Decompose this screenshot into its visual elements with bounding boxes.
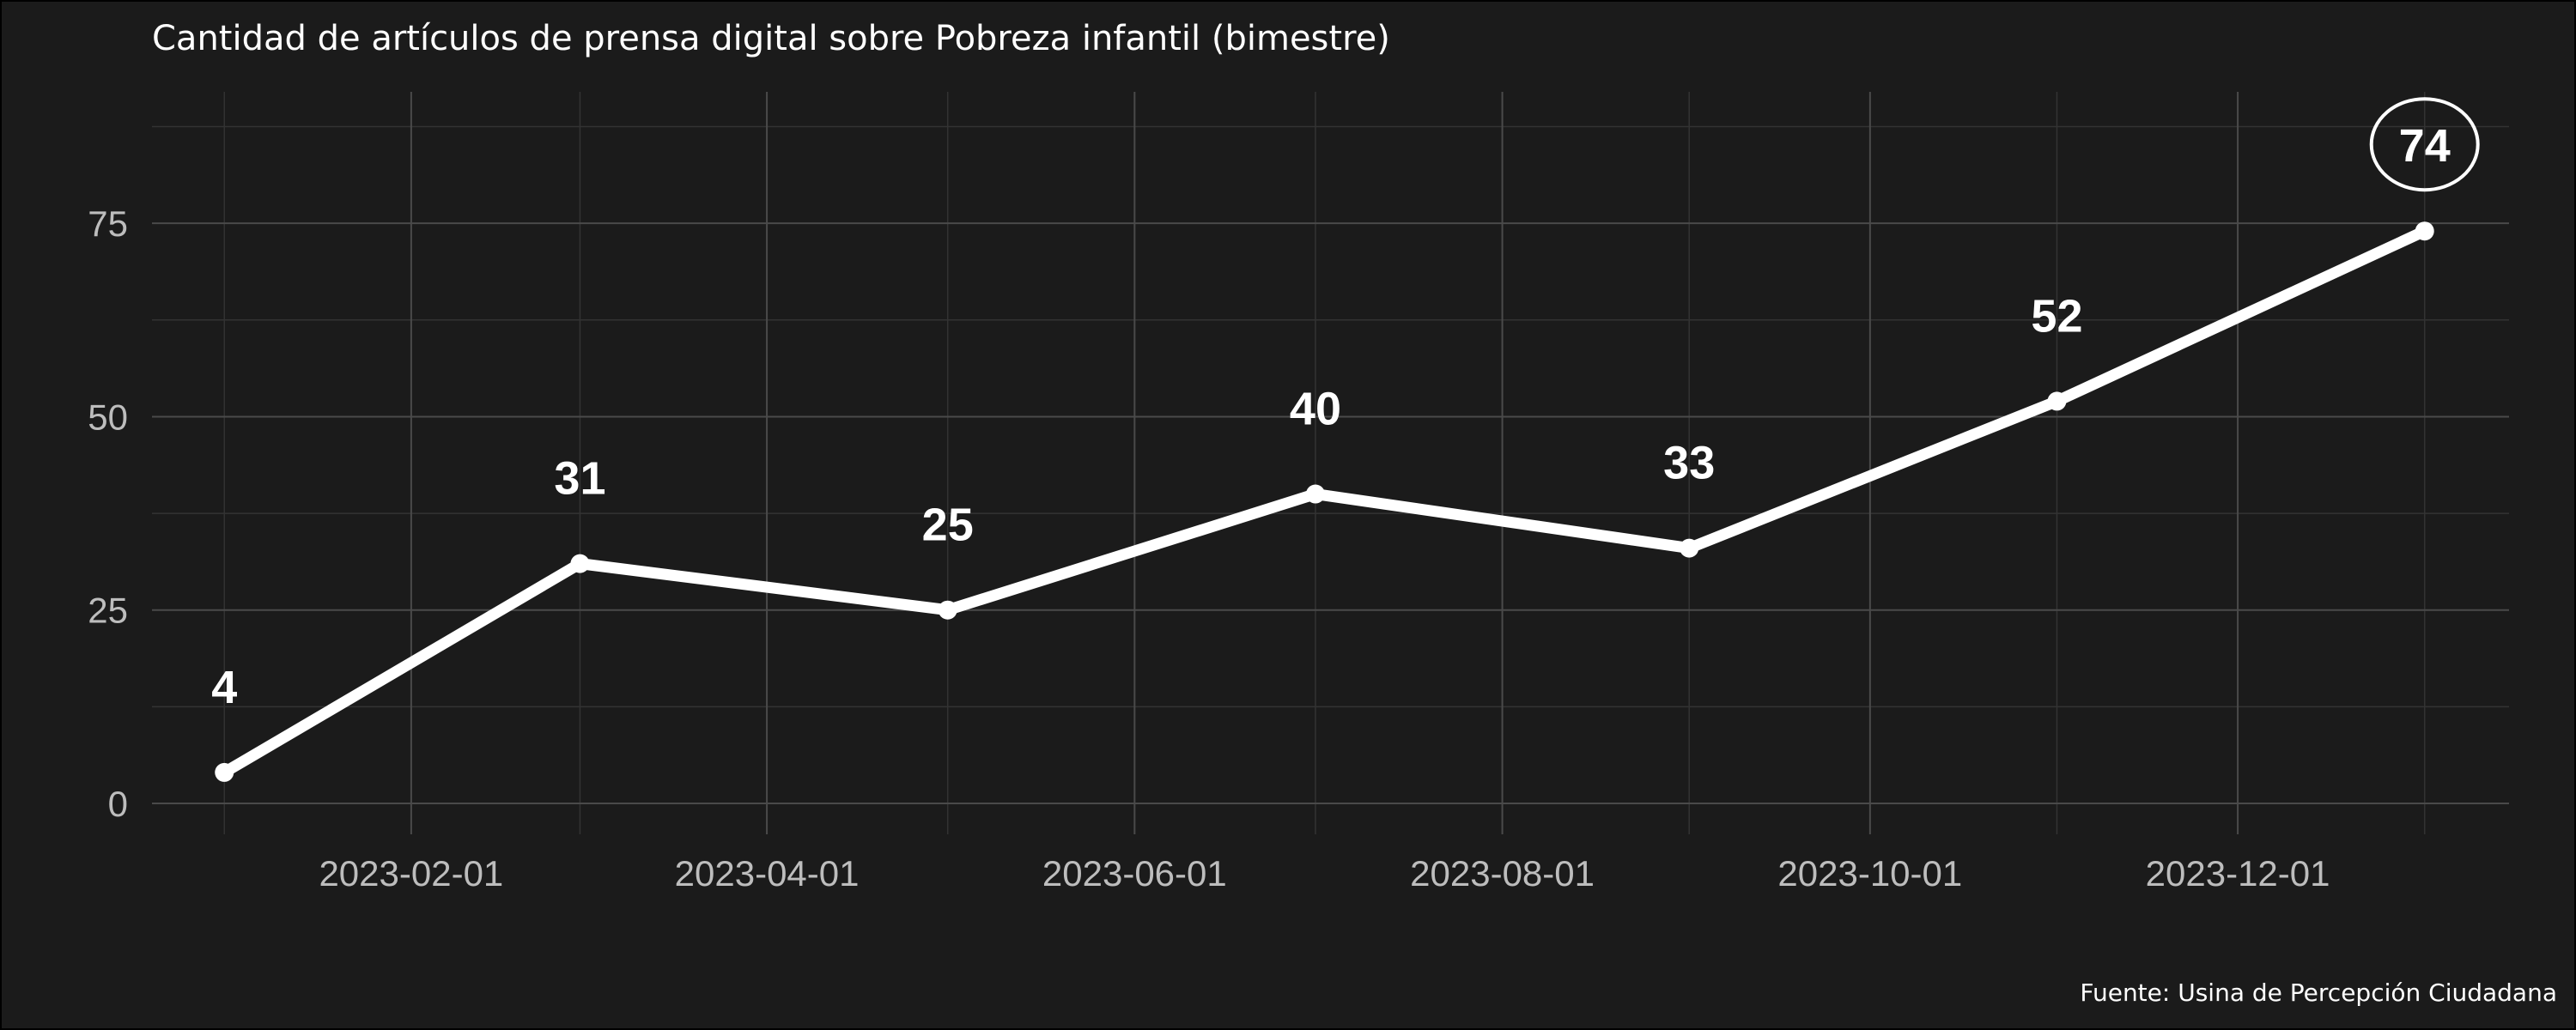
x-tick-label: 2023-10-01 <box>1777 853 1962 894</box>
data-point <box>2047 391 2067 411</box>
y-tick-label: 0 <box>108 784 128 824</box>
x-tick-label: 2023-06-01 <box>1042 853 1227 894</box>
source-caption: Fuente: Usina de Percepción Ciudadana <box>2080 978 2557 1007</box>
y-tick-label: 75 <box>88 203 128 244</box>
data-point <box>1680 538 1699 558</box>
data-point <box>570 554 590 573</box>
data-label: 33 <box>1663 438 1715 489</box>
highlight-circle <box>2369 97 2480 192</box>
major-gridlines <box>152 92 2509 834</box>
chart-title: Cantidad de artículos de prensa digital … <box>152 19 1390 58</box>
minor-gridlines <box>152 92 2509 834</box>
y-tick-label: 50 <box>88 397 128 437</box>
data-label: 40 <box>1290 384 1341 435</box>
y-axis: 0 25 50 75 <box>88 203 128 824</box>
x-axis: 2023-02-01 2023-04-01 2023-06-01 2023-08-01… <box>319 853 2330 894</box>
x-tick-label: 2023-08-01 <box>1410 853 1595 894</box>
data-labels: 4 31 25 40 33 52 74 <box>211 97 2480 713</box>
data-label: 25 <box>922 500 974 551</box>
data-label: 74 <box>2399 120 2451 172</box>
y-tick-label: 25 <box>88 591 128 631</box>
data-point <box>215 762 234 782</box>
data-label: 52 <box>2031 290 2082 342</box>
data-point <box>2415 221 2434 241</box>
data-point <box>938 600 957 620</box>
x-tick-label: 2023-12-01 <box>2146 853 2330 894</box>
data-label: 31 <box>554 453 605 505</box>
data-label: 4 <box>211 662 237 713</box>
x-tick-label: 2023-02-01 <box>319 853 503 894</box>
data-point <box>1305 484 1325 504</box>
x-tick-label: 2023-04-01 <box>675 853 860 894</box>
data-points <box>215 221 2434 782</box>
